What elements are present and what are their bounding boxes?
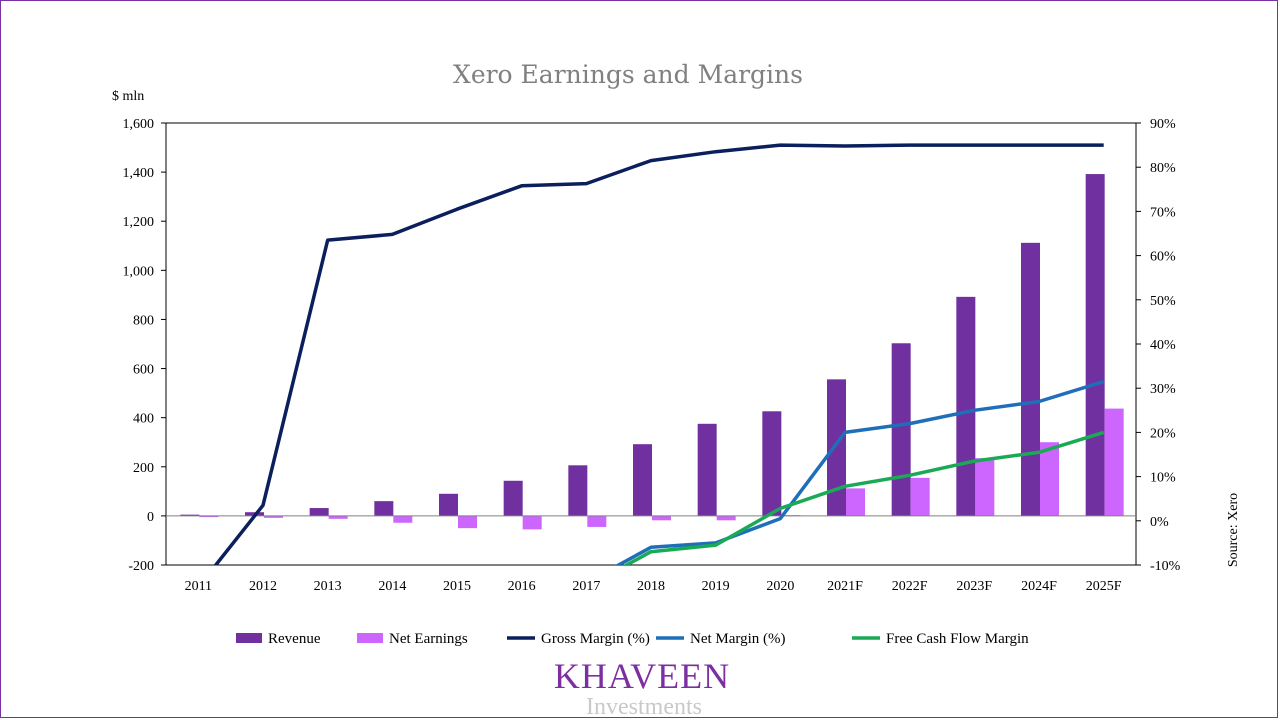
x-tick-label: 2023F [956, 579, 992, 594]
x-tick-label: 2011 [185, 579, 212, 594]
left-tick-label: 0 [147, 510, 154, 525]
bar-net-earnings [458, 515, 477, 529]
bar-revenue [1021, 242, 1040, 516]
right-tick-label: 80% [1150, 161, 1176, 176]
right-tick-label: 90% [1150, 117, 1176, 132]
bar-net-earnings [910, 477, 930, 516]
left-tick-label: 600 [133, 363, 154, 378]
x-tick-label: 2016 [508, 579, 536, 594]
bar-net-earnings [587, 515, 607, 527]
bar-revenue [309, 508, 329, 516]
chart-title: Xero Earnings and Margins [453, 60, 803, 89]
legend-label-revenue: Revenue [268, 631, 321, 647]
bar-net-earnings [1104, 408, 1124, 516]
legend: Revenue Net Earnings Gross Margin (%) Net M… [236, 631, 1029, 647]
line-gross-margin- [213, 143, 1104, 565]
bar-net-earnings [393, 515, 413, 523]
x-tick-label: 2017 [572, 579, 600, 594]
brand-logo-bottom: Investments [586, 694, 702, 720]
x-tick-label: 2012 [249, 579, 277, 594]
right-tick-label: 10% [1150, 471, 1176, 486]
bar-revenue [827, 379, 846, 516]
bar-net-earnings [1040, 442, 1059, 516]
right-tick-label: 0% [1150, 515, 1169, 530]
legend-label-gross-margin-: Gross Margin (%) [541, 631, 650, 647]
legend-label-net-margin-: Net Margin (%) [690, 631, 786, 647]
left-tick-label: 1,600 [123, 117, 155, 132]
x-tick-label: 2015 [443, 579, 471, 594]
left-tick-label: 400 [133, 412, 154, 427]
bar-revenue [568, 465, 588, 516]
left-tick-label: 1,000 [123, 264, 155, 279]
x-tick-label: 2013 [314, 579, 342, 594]
bar-net-earnings [522, 515, 542, 530]
left-tick-label: 200 [133, 461, 154, 476]
right-axis-ticks: -10% 0% 10% 20% 30% 40% 50% 60% 70% 80% 90% [1136, 117, 1181, 574]
left-tick-label: 800 [133, 313, 154, 328]
right-tick-label: 30% [1150, 382, 1176, 397]
bar-revenue [180, 514, 200, 516]
bar-revenue [503, 480, 523, 516]
source-note: Source: Xero [1226, 493, 1241, 567]
x-tick-label: 2020 [766, 579, 794, 594]
right-tick-label: 50% [1150, 294, 1176, 309]
bar-net-earnings [264, 515, 283, 518]
right-tick-label: 60% [1150, 250, 1176, 265]
bar-series-group [180, 174, 1124, 530]
right-tick-label: 20% [1150, 426, 1176, 441]
brand-logo-top: KHAVEEN [554, 656, 730, 696]
legend-label-net-earnings: Net Earnings [389, 631, 468, 647]
line-series-group [213, 143, 1105, 565]
bar-revenue [633, 444, 652, 516]
left-axis-unit: $ mln [112, 89, 144, 104]
right-tick-label: 70% [1150, 205, 1176, 220]
x-tick-label: 2018 [637, 579, 665, 594]
bar-net-earnings [716, 515, 736, 521]
x-tick-label: 2019 [702, 579, 730, 594]
x-tick-label: 2022F [892, 579, 928, 594]
line-net-margin- [615, 379, 1105, 565]
bar-revenue [374, 501, 394, 516]
x-tick-label: 2021F [827, 579, 863, 594]
x-tick-label: 2025F [1086, 579, 1122, 594]
bar-net-earnings [846, 488, 865, 516]
legend-label-free-cash-flow-margin: Free Cash Flow Margin [886, 631, 1029, 647]
right-tick-label: -10% [1150, 559, 1181, 574]
bar-revenue [1085, 174, 1105, 516]
x-axis-ticks: 2011 2012 2013 2014 2015 2016 2017 2018 2019 2020… [185, 579, 1122, 594]
bar-net-earnings [652, 515, 671, 521]
legend-swatch-net-earnings [357, 633, 383, 643]
bar-net-earnings [199, 515, 219, 518]
x-tick-label: 2014 [378, 579, 406, 594]
line-free-cash-flow-margin [623, 430, 1105, 565]
right-tick-label: 40% [1150, 338, 1176, 353]
left-tick-label: 1,400 [123, 166, 155, 181]
left-axis-ticks: -200 0 200 400 600 800 1,000 1,200 1,400 1,600 [123, 117, 166, 574]
bar-net-earnings [328, 515, 348, 519]
bar-revenue [891, 343, 911, 516]
x-tick-label: 2024F [1021, 579, 1057, 594]
bar-revenue [762, 411, 782, 516]
left-tick-label: 1,200 [123, 215, 155, 230]
bar-revenue [439, 493, 458, 516]
bar-revenue [956, 296, 976, 516]
bar-revenue [697, 423, 717, 516]
left-tick-label: -200 [128, 559, 154, 574]
legend-swatch-revenue [236, 633, 262, 643]
bar-net-earnings [975, 458, 995, 516]
